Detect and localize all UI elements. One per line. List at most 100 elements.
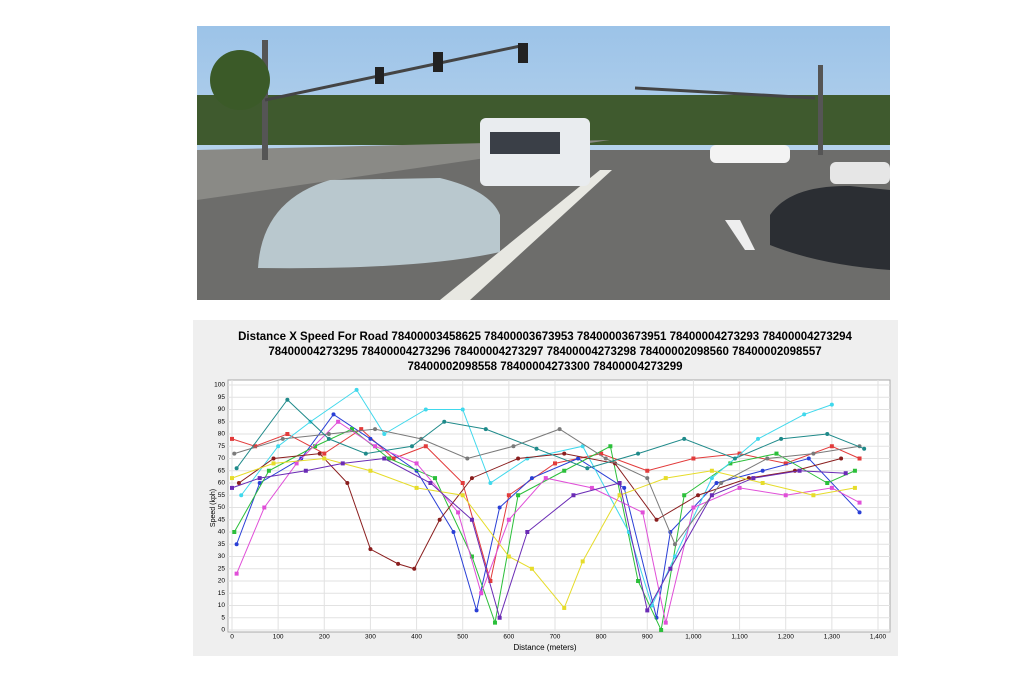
y-tick-label: 5	[221, 614, 225, 621]
point	[829, 402, 834, 407]
point	[303, 468, 308, 473]
point	[391, 456, 396, 461]
x-tick-label: 1,000	[685, 634, 702, 641]
point	[802, 412, 807, 417]
point	[843, 471, 848, 476]
point	[326, 436, 331, 441]
point	[317, 451, 322, 456]
point	[230, 436, 234, 441]
x-tick-label: 1,400	[870, 634, 887, 641]
point	[423, 407, 428, 412]
series-line	[236, 421, 860, 623]
point	[234, 542, 239, 547]
point	[488, 481, 493, 485]
y-tick-label: 10	[218, 602, 226, 609]
point	[336, 419, 341, 424]
point	[779, 436, 784, 441]
chart-title: Distance X Speed For Road 78400003458625…	[238, 331, 852, 343]
x-tick-label: 200	[319, 634, 330, 641]
point	[645, 476, 650, 481]
point	[562, 468, 567, 473]
point	[368, 436, 373, 441]
point	[825, 481, 830, 485]
x-tick-label: 0	[230, 634, 234, 641]
point	[709, 468, 714, 473]
point	[516, 493, 521, 498]
point	[488, 579, 493, 583]
point	[331, 412, 336, 417]
point	[230, 476, 234, 481]
y-tick-label: 85	[218, 418, 226, 425]
y-tick-label: 60	[218, 480, 226, 487]
point	[313, 444, 318, 449]
point	[857, 456, 862, 461]
point	[469, 476, 474, 481]
point	[622, 485, 627, 490]
point	[608, 444, 613, 449]
series-line	[231, 428, 860, 582]
x-tick-label: 1,100	[731, 634, 748, 641]
point	[271, 456, 276, 461]
point	[580, 444, 585, 449]
point	[682, 436, 687, 441]
point	[672, 554, 677, 559]
point	[839, 456, 844, 461]
point	[663, 620, 668, 625]
y-tick-label: 30	[218, 553, 226, 560]
point	[368, 547, 373, 552]
x-tick-label: 400	[411, 634, 422, 641]
x-tick-label: 300	[365, 634, 376, 641]
point	[396, 561, 401, 566]
x-tick-label: 900	[642, 634, 653, 641]
y-tick-label: 35	[218, 541, 226, 548]
point	[257, 481, 262, 485]
point	[234, 571, 239, 576]
point	[232, 451, 237, 456]
point	[714, 481, 719, 485]
point	[797, 468, 802, 473]
chart-title: 78400002098558 78400004273300 7840000427…	[407, 361, 682, 373]
point	[442, 419, 447, 424]
point	[506, 517, 511, 522]
x-tick-label: 500	[457, 634, 468, 641]
point	[373, 444, 378, 449]
point	[659, 628, 664, 632]
point	[783, 461, 788, 466]
x-tick-label: 1,300	[824, 634, 841, 641]
point	[506, 493, 511, 498]
point	[239, 493, 244, 498]
point	[232, 530, 237, 534]
point	[857, 500, 862, 505]
point	[862, 446, 867, 451]
y-tick-label: 20	[218, 578, 226, 585]
point	[359, 427, 364, 432]
point	[543, 476, 548, 481]
x-tick-label: 800	[596, 634, 607, 641]
y-axis-label: Speed (kph)	[210, 489, 217, 527]
point	[709, 493, 714, 498]
point	[433, 476, 438, 481]
point	[479, 591, 484, 596]
point	[709, 476, 714, 481]
point	[585, 466, 590, 471]
y-tick-label: 25	[218, 565, 226, 572]
point	[571, 493, 576, 498]
point	[751, 476, 756, 481]
point	[294, 461, 299, 466]
point	[506, 554, 511, 559]
point	[516, 456, 521, 461]
point	[345, 481, 350, 485]
point	[363, 451, 368, 456]
point	[465, 456, 470, 461]
plot-area	[227, 379, 891, 633]
point	[852, 468, 857, 473]
y-tick-label: 40	[218, 529, 226, 536]
point	[322, 456, 327, 461]
point	[636, 579, 641, 583]
point	[409, 444, 414, 449]
x-axis-label: Distance (meters)	[513, 643, 576, 652]
y-tick-label: 95	[218, 394, 226, 401]
point	[765, 456, 770, 461]
point	[525, 530, 530, 534]
